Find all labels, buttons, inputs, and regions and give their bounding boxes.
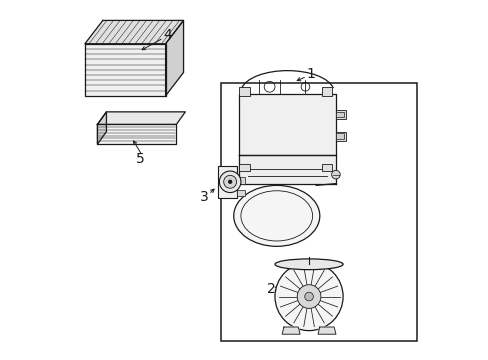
Polygon shape <box>97 112 185 125</box>
Polygon shape <box>317 327 335 334</box>
Text: 3: 3 <box>200 190 208 204</box>
Ellipse shape <box>274 259 343 270</box>
Text: 2: 2 <box>266 282 275 296</box>
Polygon shape <box>97 112 106 144</box>
Text: 1: 1 <box>306 67 315 81</box>
Circle shape <box>331 170 340 179</box>
Bar <box>321 164 332 171</box>
Circle shape <box>274 262 343 330</box>
Polygon shape <box>282 327 300 334</box>
Bar <box>221 83 416 341</box>
Bar <box>239 164 249 171</box>
Bar <box>239 87 249 96</box>
Bar <box>335 112 343 117</box>
Circle shape <box>223 175 236 188</box>
Polygon shape <box>239 155 335 184</box>
Circle shape <box>297 285 320 309</box>
Circle shape <box>227 180 232 184</box>
Circle shape <box>304 292 313 301</box>
Circle shape <box>219 171 241 193</box>
Polygon shape <box>85 21 183 44</box>
Bar <box>335 134 343 139</box>
Polygon shape <box>165 21 183 96</box>
Bar <box>335 132 346 140</box>
Bar <box>237 190 244 196</box>
Polygon shape <box>239 94 335 155</box>
Polygon shape <box>97 125 176 144</box>
Bar <box>237 177 244 184</box>
Bar <box>217 166 237 198</box>
Ellipse shape <box>233 185 319 246</box>
Polygon shape <box>85 44 165 96</box>
Text: 5: 5 <box>136 152 144 166</box>
Text: 4: 4 <box>163 28 171 42</box>
Bar <box>335 110 346 119</box>
Bar <box>321 87 332 96</box>
